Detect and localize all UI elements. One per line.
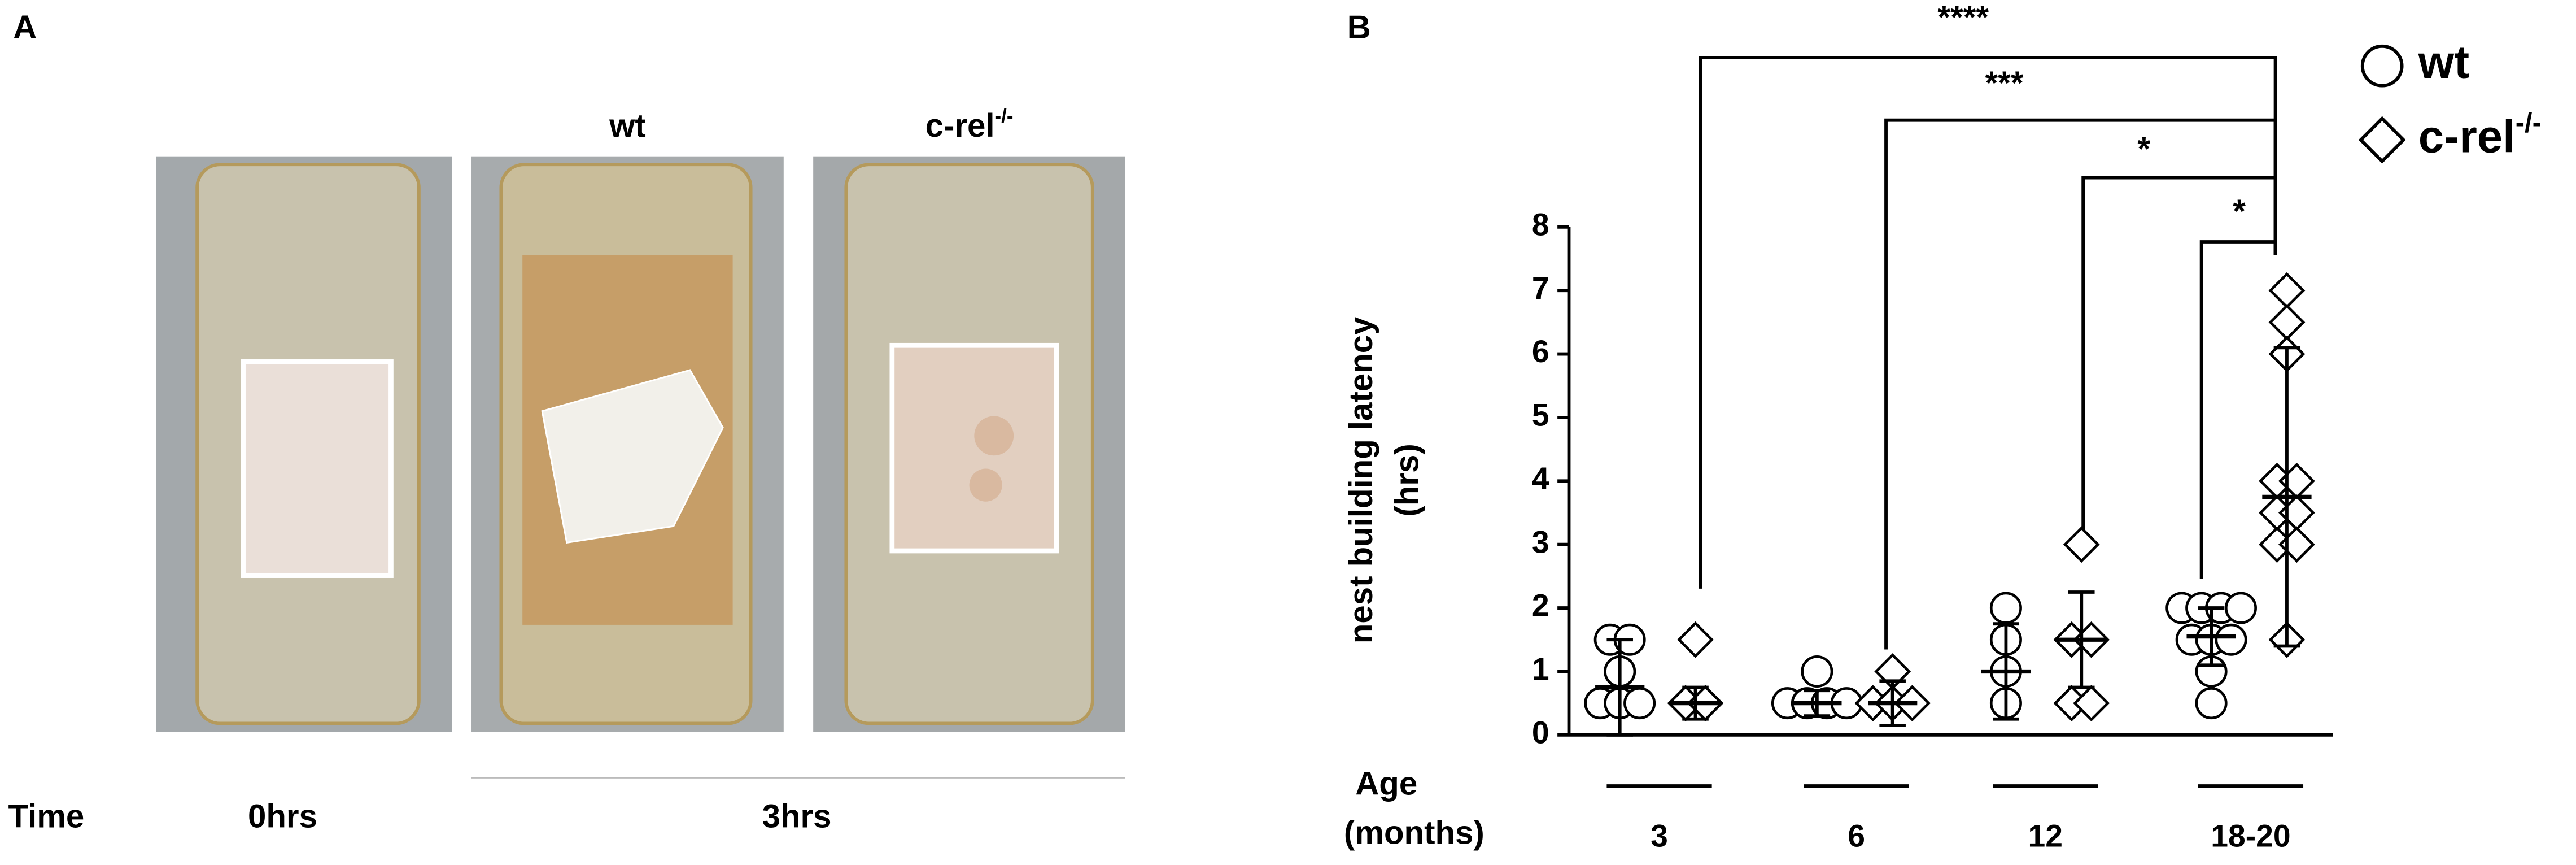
y-axis-label: (hrs) <box>1389 444 1426 516</box>
point <box>2073 685 2110 722</box>
y-tick-label: 1 <box>1532 651 1549 686</box>
significance-label: *** <box>1985 65 2024 102</box>
significance-bracket <box>2081 176 2277 530</box>
x-axis-label: Age <box>1355 765 1417 802</box>
column-label: c-rel-/- <box>925 105 1014 145</box>
legend-marker <box>2358 116 2406 164</box>
y-tick-label: 8 <box>1532 207 1549 242</box>
panel-label: A <box>13 9 37 46</box>
point <box>2268 272 2306 309</box>
significance-bracket <box>2199 240 2277 579</box>
point <box>2195 687 2228 720</box>
x-tick-label: 3 <box>1651 819 1668 854</box>
time-value: 3hrs <box>762 798 832 835</box>
legend-label: wt <box>2418 37 2469 88</box>
x-axis-label: (months) <box>1344 815 1485 851</box>
photo-0hrs <box>156 156 452 732</box>
panel-label: B <box>1347 9 1371 46</box>
significance-label: **** <box>1937 0 1989 36</box>
x-tick-label: 18-20 <box>2211 819 2290 854</box>
point <box>1677 621 1714 658</box>
point <box>2268 304 2306 341</box>
point <box>1801 655 1833 688</box>
y-tick-label: 3 <box>1532 524 1549 559</box>
y-tick-label: 6 <box>1532 334 1549 369</box>
point <box>1623 687 1656 720</box>
photo-wt-3hrs <box>471 156 784 732</box>
significance-bracket <box>1699 56 2277 589</box>
y-tick-label: 7 <box>1532 271 1549 306</box>
significance-label: * <box>2233 193 2246 230</box>
significance-label: * <box>2137 131 2150 167</box>
y-tick-label: 5 <box>1532 398 1549 433</box>
y-tick-label: 0 <box>1532 715 1549 750</box>
x-tick-label: 6 <box>1848 819 1865 854</box>
point <box>2224 592 2257 624</box>
time-label: Time <box>8 798 85 835</box>
legend-marker <box>2360 44 2404 88</box>
point <box>2063 526 2100 563</box>
y-tick-label: 2 <box>1532 588 1549 623</box>
significance-bracket <box>1884 118 2277 650</box>
y-tick-label: 4 <box>1532 461 1549 496</box>
column-label: wt <box>609 108 646 145</box>
y-axis-label: nest building latency <box>1343 316 1379 644</box>
point <box>2215 623 2247 656</box>
time-value: 0hrs <box>248 798 317 835</box>
x-tick-label: 12 <box>2028 819 2063 854</box>
legend-label: c-rel-/- <box>2418 108 2542 163</box>
point <box>1989 592 2022 624</box>
photo-crel-3hrs <box>813 156 1125 732</box>
